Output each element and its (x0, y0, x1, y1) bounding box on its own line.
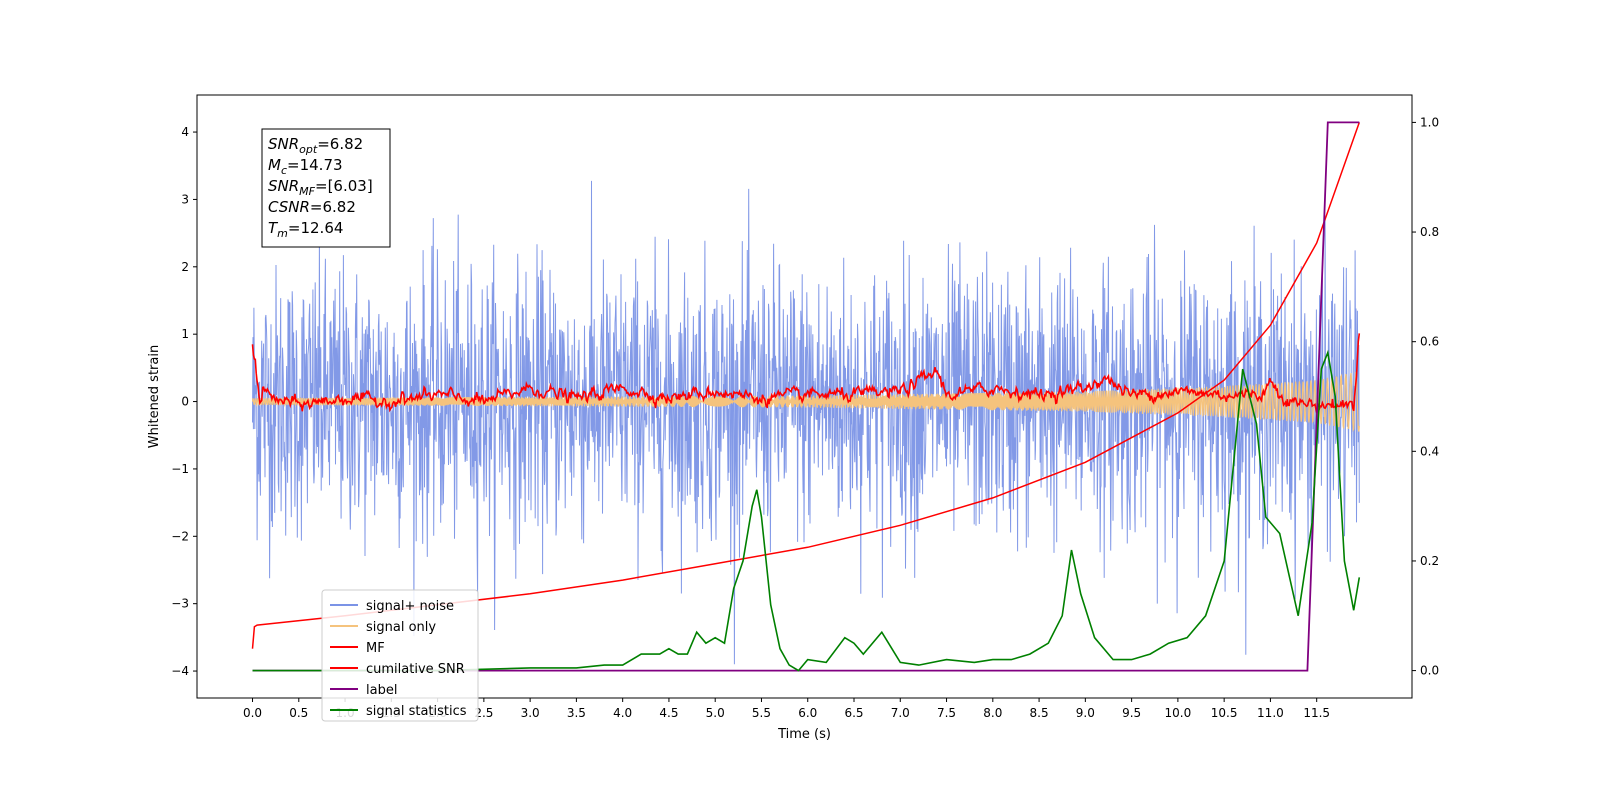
annotation-box: SNRopt=6.82Mc=14.73SNRMF=[6.03]CSNR=6.82… (261, 128, 391, 248)
x-tick-label: 3.0 (521, 706, 540, 720)
series-layer (251, 121, 1361, 672)
y-right-tick-label: 0.8 (1420, 225, 1439, 239)
y-left-tick-label: −1 (171, 462, 189, 476)
y-right-tick-label: 0.4 (1420, 444, 1439, 458)
y-axis-label: Whitened strain (147, 345, 162, 448)
x-tick-label: 7.5 (937, 706, 956, 720)
annotation-line: Tm=12.64 (268, 219, 343, 240)
y-left-tick-label: −3 (171, 597, 189, 611)
x-tick-label: 11.5 (1303, 706, 1330, 720)
annotation-frame (261, 128, 391, 248)
x-tick-label: 10.5 (1211, 706, 1238, 720)
x-tick-label: 6.0 (798, 706, 817, 720)
y-right-tick-label: 0.6 (1420, 335, 1439, 349)
x-tick-label: 8.0 (983, 706, 1002, 720)
series-signal-only (251, 371, 1360, 433)
x-tick-label: 2.5 (474, 706, 493, 720)
x-tick-label: 4.0 (613, 706, 632, 720)
x-tick-label: 5.0 (706, 706, 725, 720)
y-left-tick-label: −4 (171, 664, 189, 678)
annotation-line: SNRopt=6.82 (268, 135, 363, 156)
x-tick-label: 4.5 (659, 706, 678, 720)
x-tick-label: 9.5 (1122, 706, 1141, 720)
series-signal-statistics (252, 349, 1361, 672)
x-tick-label: 10.0 (1165, 706, 1192, 720)
y-right-tick-label: 0.0 (1420, 664, 1439, 678)
x-tick-label: 7.0 (891, 706, 910, 720)
y-left-tick-label: 2 (181, 260, 189, 274)
y-right-tick-label: 0.2 (1420, 554, 1439, 568)
y-left-tick-label: 1 (181, 327, 189, 341)
x-tick-label: 9.0 (1076, 706, 1095, 720)
x-tick-label: 6.5 (844, 706, 863, 720)
plot-frame (196, 94, 1413, 699)
x-tick-label: 8.5 (1030, 706, 1049, 720)
y-left-tick-label: 3 (181, 192, 189, 206)
x-axis-label: Time (s) (777, 727, 831, 742)
x-tick-label: 0.5 (289, 706, 308, 720)
legend-label: MF (366, 641, 385, 656)
y-left-tick-label: 0 (181, 395, 189, 409)
series-mf (251, 333, 1361, 414)
x-tick-label: 5.5 (752, 706, 771, 720)
annotation-line: Mc=14.73 (268, 156, 343, 177)
legend-label: cumilative SNR (366, 662, 465, 677)
y-right-tick-label: 1.0 (1420, 115, 1439, 129)
x-tick-label: 3.5 (567, 706, 586, 720)
x-tick-label: 0.0 (243, 706, 262, 720)
series-signal-noise (252, 180, 1360, 665)
x-tick-label: 11.0 (1257, 706, 1284, 720)
legend-label: label (366, 683, 397, 698)
annotation-line: CSNR=6.82 (268, 198, 356, 216)
legend: signal+ noise signal only MF cumilative SNR… (321, 589, 479, 722)
legend-label: signal only (366, 620, 436, 635)
annotation-line: SNRMF=[6.03] (268, 177, 373, 198)
legend-frame (321, 589, 479, 722)
y-left-tick-label: −2 (171, 529, 189, 543)
y-left-tick-label: 4 (181, 125, 189, 139)
legend-label: signal+ noise (366, 599, 454, 614)
series-cumulative-snr (251, 122, 1361, 649)
legend-label: signal statistics (366, 704, 467, 719)
series-label (252, 121, 1360, 672)
